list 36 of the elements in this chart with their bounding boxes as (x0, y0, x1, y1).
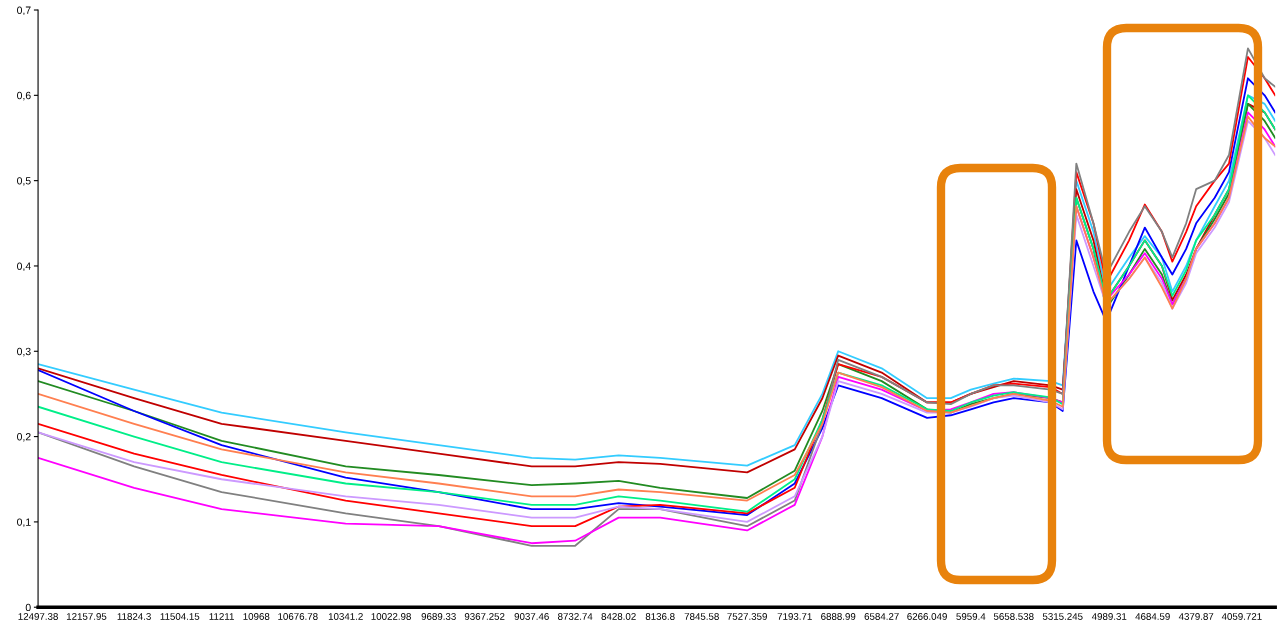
x-tick-label: 11211 (209, 613, 234, 620)
x-tick-label: 10341.2 (328, 613, 363, 620)
x-tick-label: 8136.8 (645, 613, 675, 620)
x-tick-label: 5959.4 (956, 613, 986, 620)
x-tick-label: 10968 (243, 613, 270, 620)
x-tick-label: 11824.3 (117, 613, 151, 620)
y-tick-label: 0,2 (17, 433, 31, 442)
x-tick-label: 9689.33 (421, 613, 456, 620)
x-tick-label: 4379.87 (1178, 613, 1214, 620)
x-tick-label: 6888.99 (821, 613, 856, 620)
x-tick-label: 9037.46 (514, 613, 549, 620)
x-tick-label: 4684.59 (1135, 613, 1170, 620)
y-tick-label: 0,6 (17, 91, 31, 101)
x-tick-label: 9367.252 (464, 613, 505, 620)
x-tick-label: 8732.74 (558, 613, 593, 620)
x-tick-label: 5658.538 (993, 613, 1034, 620)
x-tick-label: 12497.38 (18, 613, 58, 620)
x-tick-label: 12157.95 (66, 613, 107, 620)
x-tick-label: 11504.15 (160, 613, 200, 620)
y-tick-label: 0,3 (17, 347, 31, 357)
x-tick-label: 6266.049 (907, 613, 947, 620)
x-tick-label: 7845.58 (684, 613, 719, 620)
x-tick-label: 4059.721 (1221, 613, 1262, 620)
y-tick-label: 0,4 (17, 262, 31, 272)
x-tick-label: 8428.02 (601, 613, 636, 620)
x-tick-label: 6584.27 (864, 613, 899, 620)
y-tick-label: 0,1 (17, 518, 31, 528)
x-tick-label: 7193.71 (777, 613, 812, 620)
x-tick-label: 5315.245 (1042, 613, 1083, 620)
y-tick-label: 0,5 (17, 177, 31, 186)
y-tick-label: 0 (25, 603, 31, 612)
x-tick-label: 4989.31 (1091, 613, 1127, 620)
x-tick-label: 7527.359 (727, 613, 767, 620)
x-tick-label: 10676.78 (278, 613, 318, 620)
x-tick-label: 10022.98 (371, 613, 411, 620)
y-tick-label: 0,7 (17, 6, 31, 16)
